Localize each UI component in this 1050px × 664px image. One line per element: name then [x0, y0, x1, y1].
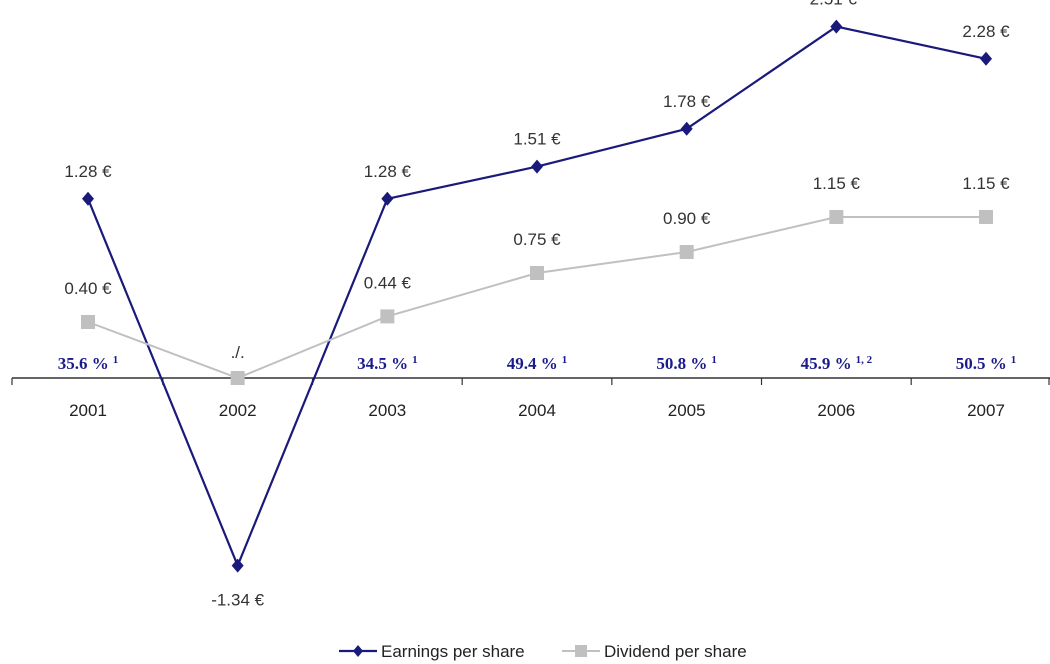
dividend-value-label: 0.90 € [663, 209, 711, 228]
x-tick-label: 2007 [967, 401, 1005, 420]
earnings-value-label: 1.51 € [513, 130, 561, 149]
dividend-value-label: 1.15 € [813, 174, 861, 193]
dividend-value-label: 1.15 € [962, 174, 1010, 193]
legend: Earnings per share Dividend per share [339, 642, 747, 661]
x-tick-label: 2001 [69, 401, 107, 420]
x-tick-label: 2002 [219, 401, 257, 420]
x-tick-label: 2006 [817, 401, 855, 420]
payout-ratio-label: 34.5 % 1 [357, 354, 418, 373]
earnings-point [381, 191, 394, 206]
dividend-point [530, 266, 545, 280]
dividend-value-label: 0.44 € [364, 273, 412, 292]
series-line-earnings [86, 25, 987, 569]
earnings-point [980, 51, 993, 66]
dividend-point [979, 210, 994, 224]
x-tick-label: 2004 [518, 401, 556, 420]
legend-dividend-label: Dividend per share [604, 642, 747, 661]
earnings-point [231, 558, 244, 573]
dividend-value-label: 0.40 € [64, 279, 112, 298]
earnings-point [680, 121, 693, 136]
payout-ratio-label: 49.4 % 1 [507, 354, 568, 373]
dividend-point [829, 210, 844, 224]
dividend-point [230, 371, 245, 385]
earnings-value-label: 1.28 € [364, 162, 412, 181]
earnings-value-label: -1.34 € [211, 591, 264, 610]
dividend-point [380, 309, 395, 324]
dividend-point [81, 315, 95, 329]
x-tick-label: 2003 [368, 401, 406, 420]
payout-ratio-label: 50.8 % 1 [656, 354, 717, 373]
earnings-value-label: 1.78 € [663, 92, 711, 111]
payout-ratio-label: 45.9 % 1, 2 [801, 354, 873, 373]
dividend-value-label: 0.75 € [513, 230, 561, 249]
legend-dividend-marker [575, 645, 587, 657]
earnings-point [531, 159, 544, 174]
payout-ratio-label: 35.6 % 1 [58, 354, 119, 373]
earnings-value-label: 1.28 € [64, 162, 112, 181]
x-tick-label: 2005 [668, 401, 706, 420]
dividend-value-label: ./. [231, 343, 245, 362]
dividend-point [679, 245, 694, 259]
earnings-point [830, 19, 843, 34]
earnings-point [82, 191, 94, 206]
earnings-value-label: 2.28 € [962, 22, 1010, 41]
earnings-value-label: 2.51 €2 [810, 0, 863, 9]
legend-earnings-label: Earnings per share [381, 642, 525, 661]
legend-earnings-marker [353, 645, 363, 657]
payout-ratio-label: 50.5 % 1 [956, 354, 1017, 373]
